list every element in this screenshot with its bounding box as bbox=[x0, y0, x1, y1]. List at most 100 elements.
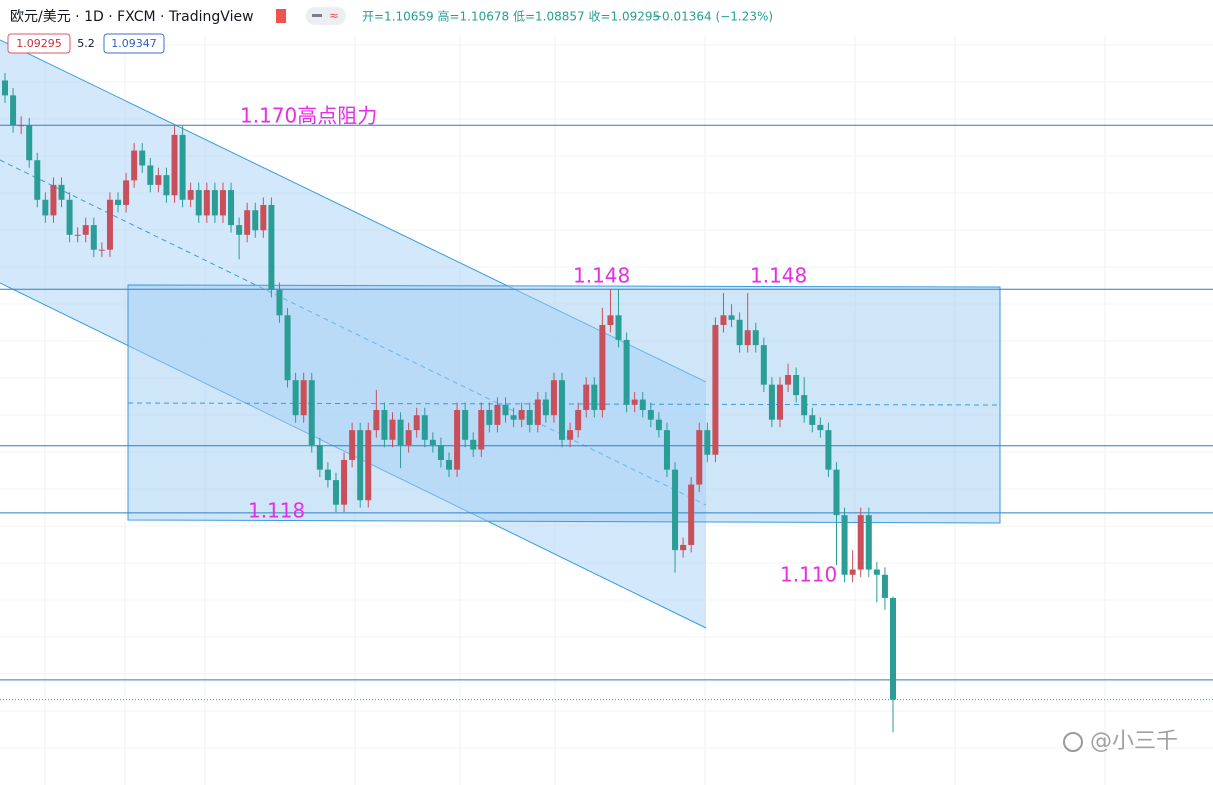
candle-body bbox=[793, 374, 800, 396]
candle-body bbox=[284, 315, 291, 381]
annotation: 1.118 bbox=[248, 499, 305, 523]
candle-body bbox=[446, 459, 452, 470]
candle-body bbox=[550, 380, 557, 416]
watermark: @小三千 bbox=[1090, 729, 1178, 754]
candle-body bbox=[647, 410, 654, 420]
toggle-minus bbox=[312, 14, 322, 17]
candle-body bbox=[2, 80, 8, 96]
candle-body bbox=[462, 410, 469, 440]
candle-body bbox=[567, 430, 574, 440]
candle-body bbox=[106, 199, 113, 250]
candle-body bbox=[607, 315, 614, 326]
candle-body bbox=[615, 315, 622, 340]
candle-body bbox=[123, 180, 130, 205]
toggle-wave: ≈ bbox=[329, 9, 339, 23]
candle-body bbox=[90, 225, 97, 250]
candle-body bbox=[42, 199, 49, 216]
candle-body bbox=[365, 430, 372, 501]
candle-body bbox=[502, 404, 509, 416]
channel-mid bbox=[0, 159, 707, 506]
candle-body bbox=[631, 399, 638, 405]
candle-body bbox=[478, 410, 485, 450]
candle-body bbox=[470, 439, 477, 450]
candle-body bbox=[542, 399, 549, 416]
candle-body bbox=[672, 469, 679, 551]
candle-body bbox=[776, 384, 783, 420]
candle-body bbox=[526, 410, 533, 425]
candle-body bbox=[575, 410, 582, 431]
candle-body bbox=[357, 430, 364, 501]
candle-body bbox=[655, 419, 662, 431]
candle-body bbox=[688, 484, 695, 545]
candle-body bbox=[890, 597, 896, 700]
candle-body bbox=[413, 415, 420, 431]
candle-body bbox=[260, 204, 267, 231]
ohlc-text: 开=1.10659 高=1.10678 低=1.08857 收=1.09295 bbox=[362, 9, 660, 24]
badge-bid-text: 1.09295 bbox=[16, 37, 62, 50]
annotations: 1.170高点阻力 1.148 1.148 1.118 1.110 bbox=[240, 104, 837, 587]
candle-body bbox=[825, 430, 832, 470]
candle-body bbox=[833, 469, 840, 516]
candle-body bbox=[10, 95, 17, 126]
badge-ask bbox=[103, 33, 165, 54]
candle-body bbox=[760, 345, 767, 385]
badge-bid bbox=[7, 33, 71, 54]
candle-body bbox=[712, 325, 719, 455]
candle-body bbox=[252, 210, 259, 231]
candle-body bbox=[98, 249, 105, 251]
candle-body bbox=[50, 184, 57, 216]
candle-body bbox=[591, 384, 598, 410]
candle-body bbox=[857, 515, 864, 570]
candle-body bbox=[18, 125, 25, 127]
candle-body bbox=[720, 315, 727, 326]
candle-body bbox=[316, 445, 323, 470]
watermark-icon bbox=[1063, 732, 1083, 752]
candle-body bbox=[768, 384, 775, 420]
flag-icon[interactable] bbox=[276, 9, 286, 23]
chart-title: 欧元/美元 · 1D · FXCM · TradingView bbox=[10, 9, 254, 25]
candle-body bbox=[195, 190, 202, 216]
candle-body bbox=[373, 410, 380, 431]
candle-body bbox=[801, 395, 808, 416]
candle-body bbox=[849, 569, 856, 575]
candle-body bbox=[454, 410, 461, 470]
candle-body bbox=[26, 125, 33, 161]
candle-body bbox=[680, 544, 687, 551]
candle-body bbox=[817, 424, 824, 431]
levels bbox=[0, 124, 1213, 681]
candle-body bbox=[308, 380, 315, 446]
candle-body bbox=[704, 430, 711, 455]
candle-body bbox=[663, 430, 670, 470]
candle-body bbox=[421, 415, 428, 440]
candle-body bbox=[381, 410, 388, 440]
candle-body bbox=[187, 190, 194, 200]
candle-body bbox=[300, 380, 307, 416]
candle-body bbox=[494, 404, 501, 425]
candle-body bbox=[163, 175, 170, 196]
candles bbox=[0, 73, 1213, 733]
candle-body bbox=[752, 330, 759, 346]
candle-body bbox=[131, 150, 138, 181]
candle-body bbox=[785, 374, 792, 385]
candle-body bbox=[179, 134, 186, 200]
candle-body bbox=[486, 410, 493, 425]
candle-body bbox=[341, 459, 348, 505]
candle-body bbox=[534, 399, 541, 425]
candle-body bbox=[510, 415, 517, 420]
candle-body bbox=[292, 380, 299, 416]
candle-body bbox=[639, 399, 646, 410]
candle-body bbox=[155, 175, 162, 185]
candle-body bbox=[389, 419, 396, 440]
candle-body bbox=[696, 430, 703, 485]
candle-body bbox=[881, 574, 888, 598]
candle-body bbox=[599, 325, 606, 410]
candle-body bbox=[397, 419, 404, 446]
toggle[interactable] bbox=[306, 7, 346, 25]
candle-body bbox=[736, 319, 743, 346]
candle-body bbox=[219, 190, 226, 216]
candle-body bbox=[58, 184, 65, 200]
candle-body bbox=[873, 569, 880, 575]
candle-body bbox=[744, 330, 751, 346]
candle-body bbox=[211, 190, 218, 216]
